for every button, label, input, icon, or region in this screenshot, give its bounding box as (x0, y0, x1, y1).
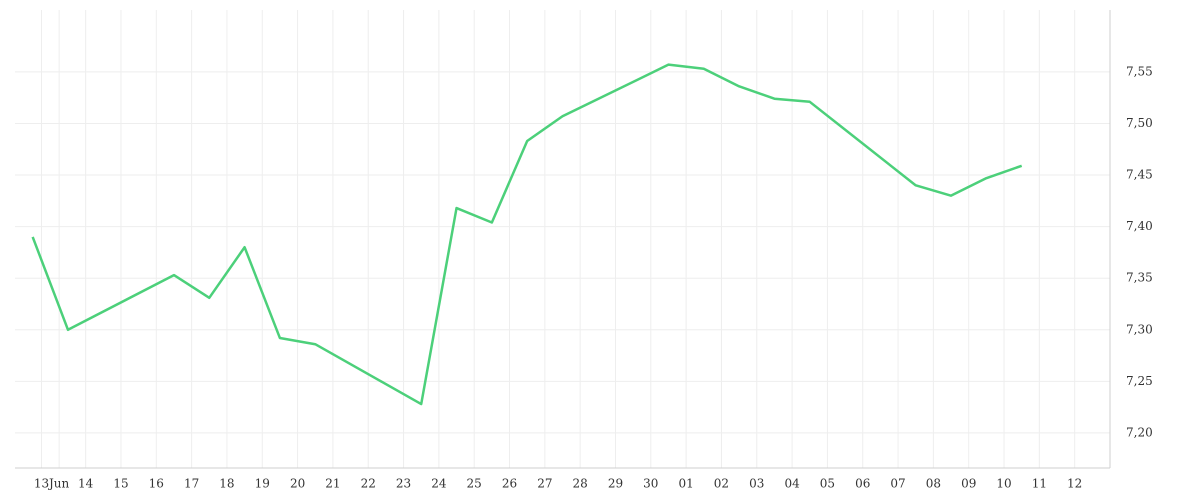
x-tick-label: 09 (961, 477, 976, 491)
y-tick-label: 7,20 (1126, 425, 1153, 439)
x-tick-label: 12 (1067, 477, 1082, 491)
y-tick-label: 7,25 (1126, 374, 1153, 388)
x-tick-label: 14 (78, 477, 94, 491)
y-tick-label: 7,50 (1126, 116, 1153, 130)
x-tick-label: 20 (290, 477, 305, 491)
x-tick-label: 16 (149, 477, 164, 491)
x-tick-label: 30 (643, 477, 658, 491)
x-tick-label: 11 (1032, 477, 1047, 491)
y-tick-label: 7,35 (1126, 271, 1153, 285)
x-tick-label: 04 (784, 477, 800, 491)
x-tick-label: 22 (361, 477, 376, 491)
x-tick-label: 08 (926, 477, 941, 491)
x-tick-label: 18 (219, 477, 234, 491)
x-tick-label: 05 (820, 477, 835, 491)
x-tick-label: 19 (255, 477, 270, 491)
y-tick-label: 7,40 (1126, 219, 1153, 233)
x-tick-label: Jun (47, 477, 70, 491)
x-tick-label: 13 (34, 477, 49, 491)
x-tick-label: 02 (714, 477, 729, 491)
y-tick-label: 7,55 (1126, 64, 1153, 78)
x-tick-label: 21 (325, 477, 340, 491)
x-tick-label: 28 (573, 477, 588, 491)
x-tick-label: 23 (396, 477, 411, 491)
x-tick-label: 26 (502, 477, 517, 491)
x-tick-label: 17 (184, 477, 199, 491)
x-tick-label: 24 (431, 477, 447, 491)
y-tick-label: 7,30 (1126, 322, 1153, 336)
x-tick-label: 29 (608, 477, 623, 491)
x-tick-label: 10 (996, 477, 1011, 491)
x-tick-label: 15 (113, 477, 128, 491)
x-tick-label: 25 (467, 477, 482, 491)
y-tick-label: 7,45 (1126, 168, 1153, 182)
x-tick-label: 06 (855, 477, 870, 491)
x-tick-label: 07 (890, 477, 905, 491)
x-tick-label: 27 (537, 477, 552, 491)
x-tick-label: 01 (678, 477, 693, 491)
x-tick-label: 03 (749, 477, 764, 491)
line (31, 63, 1023, 406)
